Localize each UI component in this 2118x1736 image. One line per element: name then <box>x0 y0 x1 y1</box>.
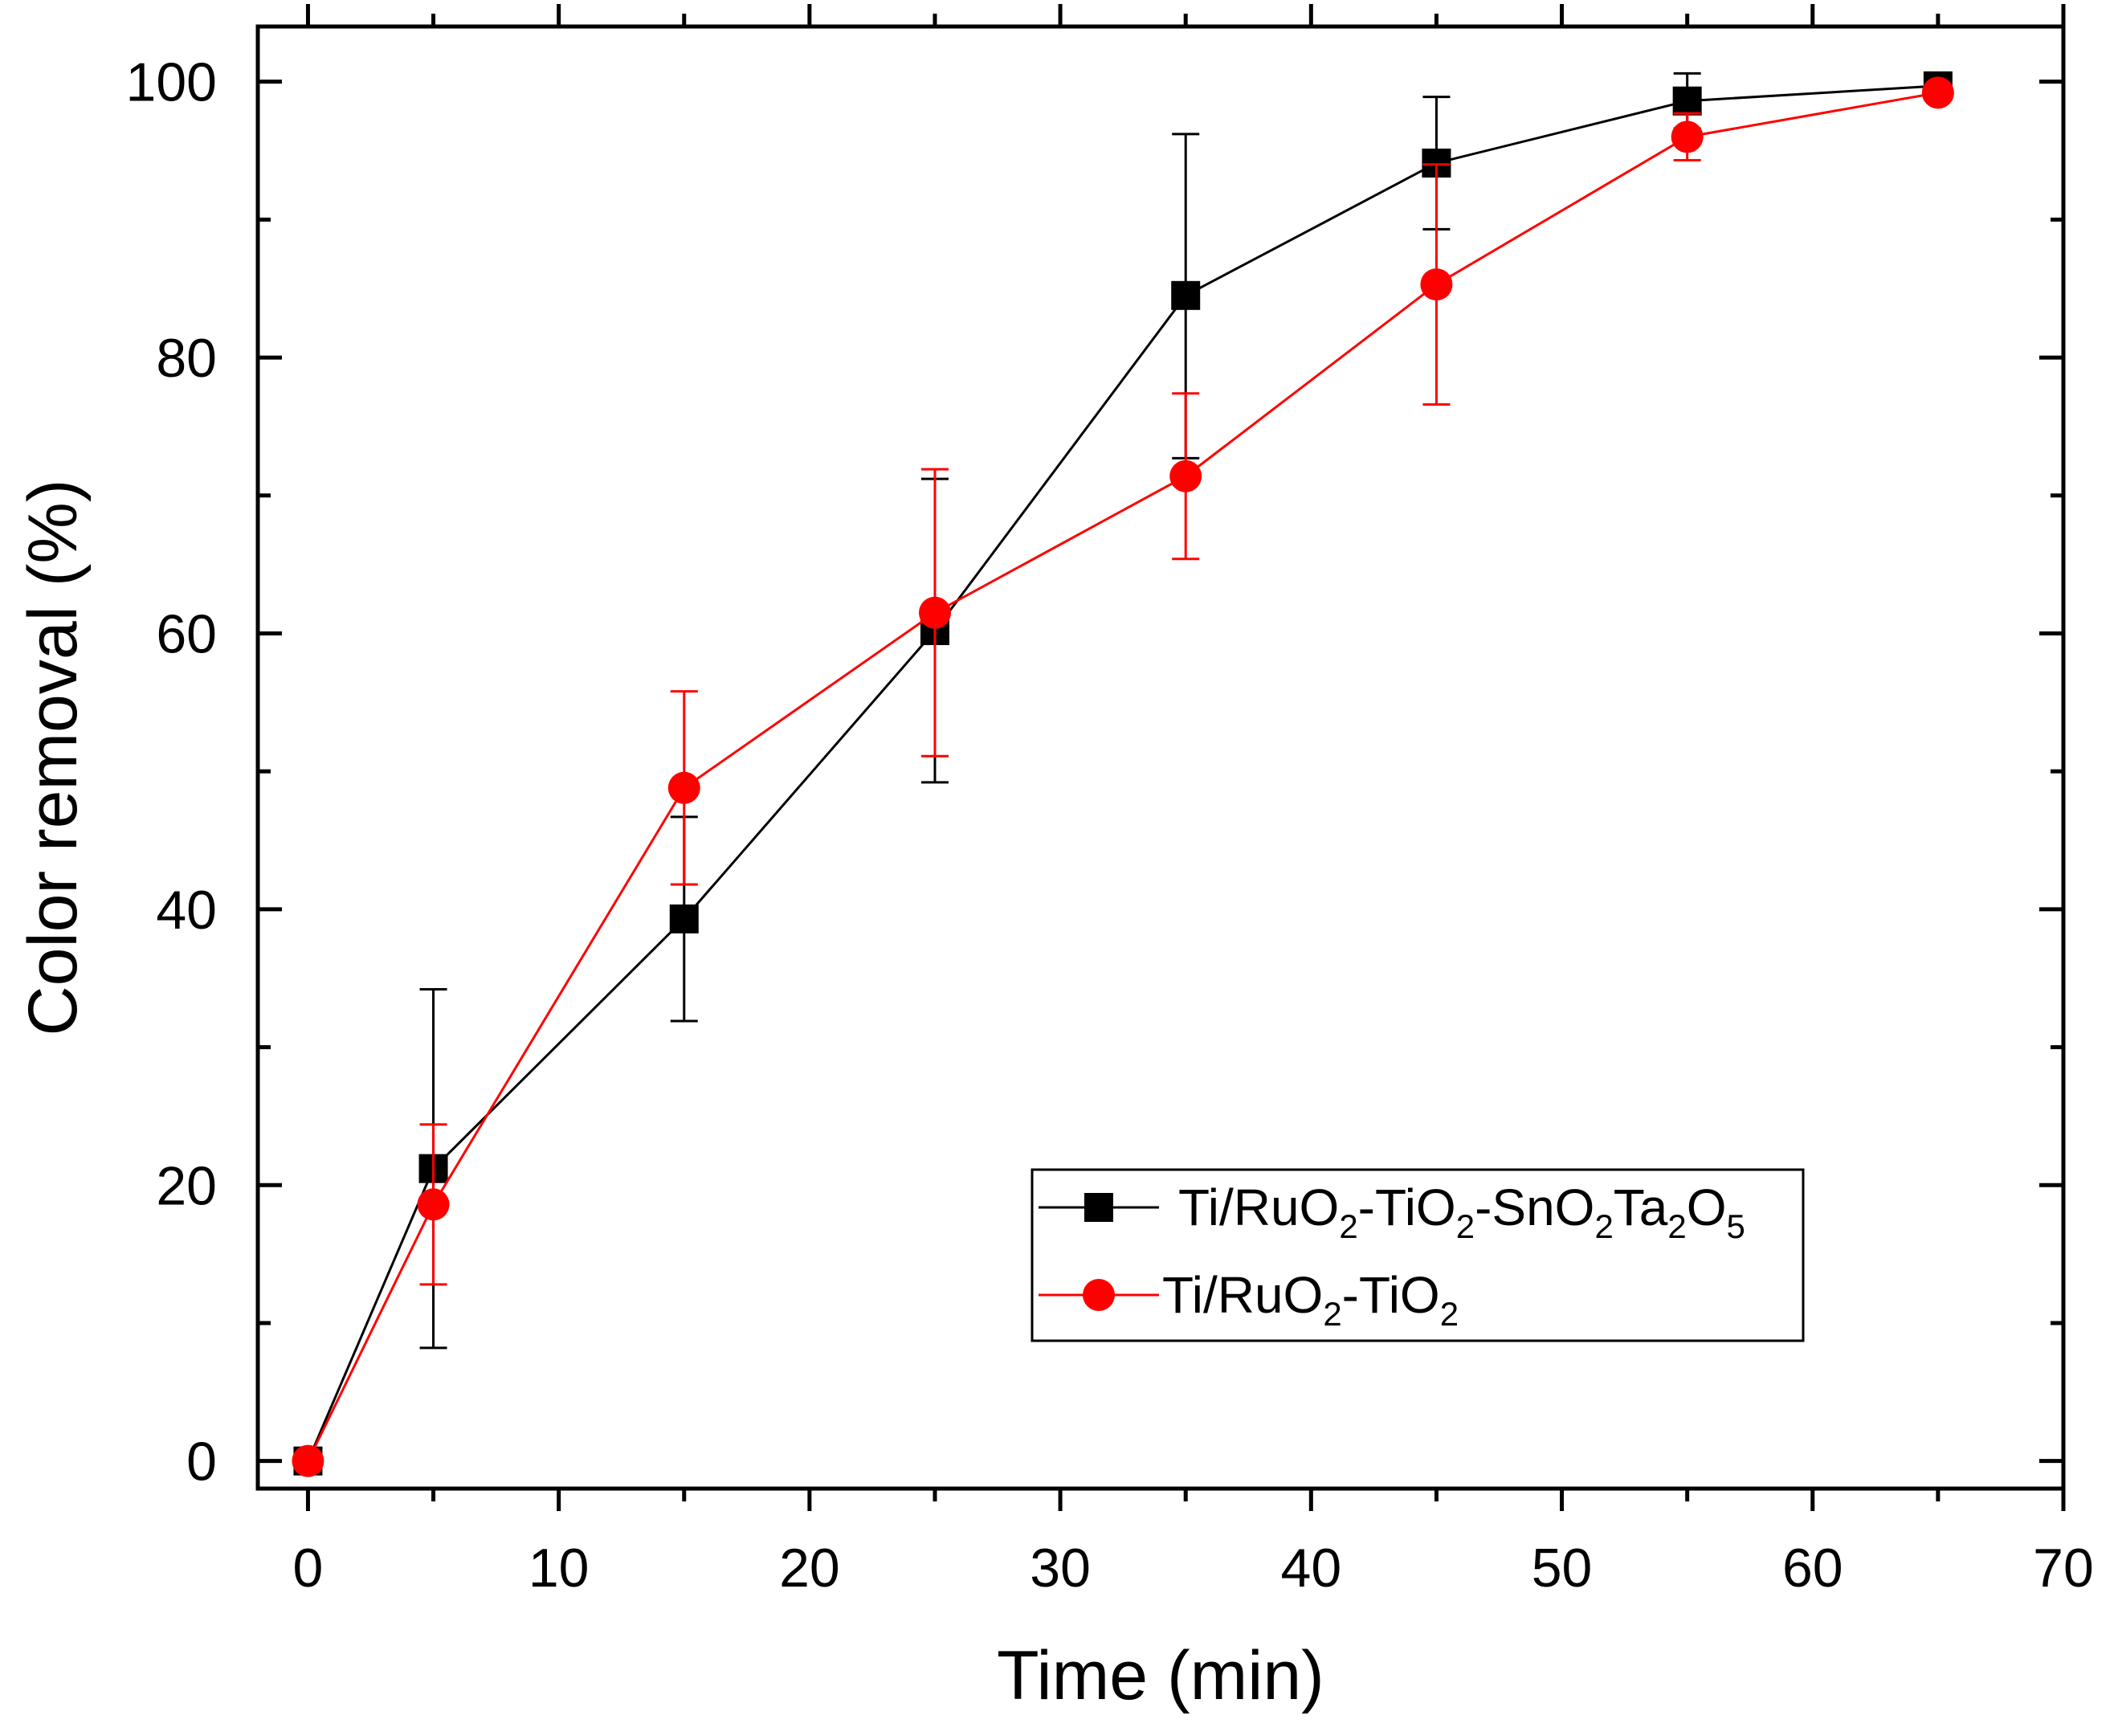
x-tick-label: 50 <box>1532 1538 1593 1599</box>
data-point-circle <box>1169 460 1202 492</box>
data-point-circle <box>667 771 700 804</box>
x-tick-label: 10 <box>528 1538 590 1599</box>
x-tick-label: 20 <box>779 1538 840 1599</box>
series-layer <box>292 71 1954 1477</box>
y-tick-label: 60 <box>156 603 217 664</box>
x-tick-label: 70 <box>2033 1538 2094 1599</box>
x-axis-title: Time (min) <box>997 1637 1324 1714</box>
data-point-square <box>669 904 699 933</box>
legend-text-part: -TiO <box>1342 1266 1440 1324</box>
x-tick-label: 60 <box>1782 1538 1843 1599</box>
legend-text-part: -TiO <box>1358 1178 1456 1236</box>
legend-text-part: O <box>1687 1178 1727 1236</box>
data-point-square <box>1171 280 1201 310</box>
y-tick-label: 100 <box>126 52 217 113</box>
legend-subscript: 2 <box>1323 1295 1341 1333</box>
legend-subscript: 2 <box>1456 1207 1475 1245</box>
x-tick-label: 30 <box>1030 1538 1091 1599</box>
legend-subscript: 2 <box>1440 1295 1459 1333</box>
y-tick-labels: 0 20 40 60 80 100 <box>126 52 217 1493</box>
x-tick-label: 0 <box>293 1538 324 1599</box>
x-tick-label: 40 <box>1281 1538 1342 1599</box>
legend-marker-circle <box>1083 1279 1115 1311</box>
legend-subscript: 2 <box>1594 1207 1613 1245</box>
legend-label: Ti/RuO2-TiO2-SnO2Ta2O5 <box>1178 1178 1745 1245</box>
legend-text-part: Ti/RuO <box>1162 1266 1323 1324</box>
legend-marker-square <box>1084 1193 1113 1222</box>
plot-frame <box>255 24 2066 1491</box>
legend-subscript: 2 <box>1339 1207 1357 1245</box>
legend-text-part: Ti/RuO <box>1178 1178 1339 1236</box>
legend-box <box>1030 1168 1805 1342</box>
data-point-circle <box>1671 120 1704 153</box>
y-tick-label: 20 <box>156 1155 217 1216</box>
data-point-circle <box>1921 76 1954 109</box>
data-point-circle <box>292 1444 324 1477</box>
tick-marks <box>258 4 2066 1511</box>
y-tick-label: 0 <box>186 1432 217 1493</box>
legend-text-part: -SnO <box>1475 1178 1594 1236</box>
legend-label: Ti/RuO2-TiO2 <box>1162 1266 1459 1333</box>
y-tick-label: 80 <box>156 328 217 389</box>
data-point-circle <box>919 596 951 629</box>
y-axis-title: Color removal (%) <box>14 480 92 1036</box>
data-point-circle <box>417 1188 450 1221</box>
legend-text-part: Ta <box>1614 1178 1668 1236</box>
x-tick-labels: 0 10 20 30 40 50 60 70 <box>293 1538 2094 1599</box>
data-point-circle <box>1420 268 1453 301</box>
legend-subscript: 5 <box>1727 1207 1745 1245</box>
legend-subscript: 2 <box>1667 1207 1686 1245</box>
data-point-square <box>1672 86 1702 116</box>
series-red <box>292 76 1954 1477</box>
series-line <box>307 84 1938 1462</box>
series-line <box>307 91 1939 1462</box>
y-tick-label: 40 <box>156 880 217 941</box>
